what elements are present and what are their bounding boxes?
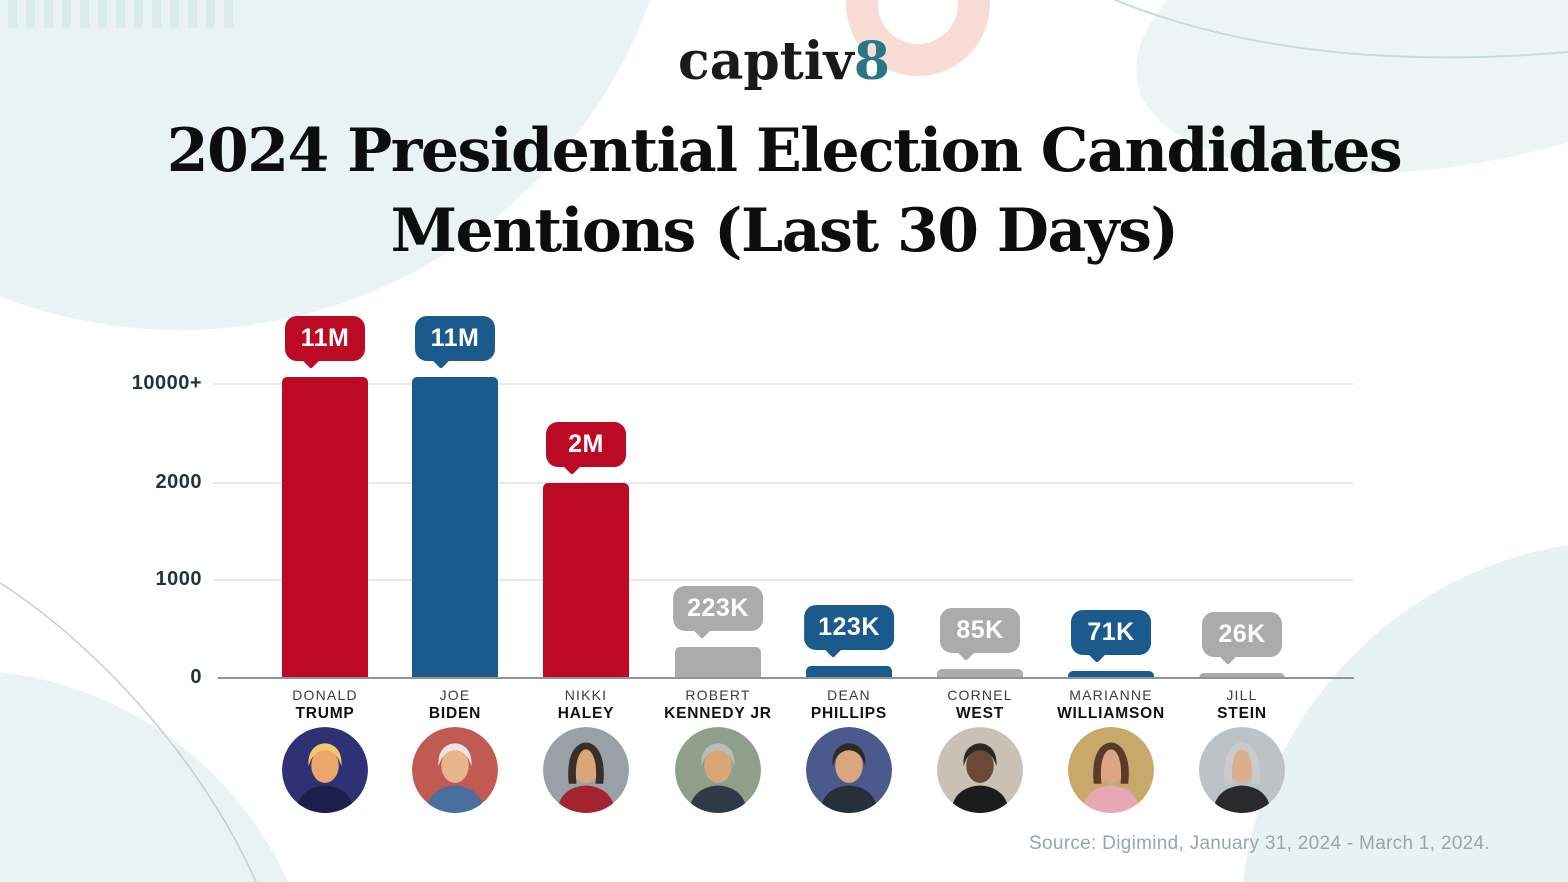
value-label: 11M	[430, 324, 480, 352]
candidate-photo-stein	[1199, 727, 1285, 813]
last-name: STEIN	[1217, 705, 1267, 723]
bar-trump	[282, 377, 368, 678]
last-name: WEST	[956, 705, 1004, 723]
logo-accent-8: 8	[853, 31, 890, 92]
candidate-name-haley: NIKKI HALEY	[496, 686, 676, 724]
first-name: DONALD	[292, 687, 358, 703]
value-badge-kennedy-jr: 223K	[673, 586, 763, 639]
y-tick-1000: 1000	[155, 568, 202, 590]
x-axis-baseline	[218, 677, 1354, 679]
candidate-photo-kennedy-jr	[675, 727, 761, 813]
candidate-name-kennedy-jr: ROBERT KENNEDY JR	[628, 686, 808, 724]
gridline-2000	[213, 482, 1353, 484]
candidate-name-trump: DONALD TRUMP	[235, 686, 415, 724]
first-name: JOE	[439, 687, 471, 703]
last-name: HALEY	[557, 705, 615, 723]
candidate-name-biden: JOE BIDEN	[365, 686, 545, 724]
bar-kennedy-jr	[675, 647, 761, 678]
value-label: 11M	[300, 324, 350, 352]
candidate-photo-phillips	[806, 727, 892, 813]
first-name: JILL	[1226, 687, 1258, 703]
bar-williamson	[1068, 671, 1154, 678]
first-name: CORNEL	[947, 687, 1013, 703]
first-name: ROBERT	[685, 687, 751, 703]
value-label: 223K	[687, 594, 749, 622]
value-badge-phillips: 123K	[804, 605, 894, 658]
value-label: 2M	[568, 430, 604, 458]
y-tick-0: 0	[190, 666, 202, 688]
candidate-photo-trump	[282, 727, 368, 813]
value-badge-haley: 2M	[546, 422, 626, 475]
last-name: TRUMP	[295, 705, 355, 723]
candidate-name-west: CORNEL WEST	[890, 686, 1070, 724]
decor-stripes-pattern	[8, 0, 233, 28]
candidate-name-phillips: DEAN PHILLIPS	[759, 686, 939, 724]
value-label: 26K	[1218, 620, 1266, 648]
gridline-1000	[213, 579, 1353, 581]
candidate-photo-biden	[412, 727, 498, 813]
candidate-name-williamson: MARIANNE WILLIAMSON	[1021, 686, 1201, 724]
source-note: Source: Digimind, January 31, 2024 - Mar…	[1029, 833, 1490, 854]
value-label: 71K	[1087, 618, 1135, 646]
y-tick-10000plus: 10000+	[131, 372, 202, 394]
value-badge-trump: 11M	[285, 316, 365, 369]
first-name: NIKKI	[564, 687, 608, 703]
candidate-photo-west	[937, 727, 1023, 813]
candidate-name-stein: JILL STEIN	[1152, 686, 1332, 724]
last-name: BIDEN	[428, 705, 482, 723]
bar-biden	[412, 377, 498, 678]
candidate-photo-williamson	[1068, 727, 1154, 813]
value-badge-biden: 11M	[415, 316, 495, 369]
last-name: KENNEDY JR	[664, 705, 772, 723]
bar-haley	[543, 483, 629, 678]
value-badge-williamson: 71K	[1071, 610, 1151, 663]
y-tick-2000: 2000	[155, 471, 202, 493]
bar-phillips	[806, 666, 892, 678]
last-name: WILLIAMSON	[1057, 705, 1165, 723]
value-badge-west: 85K	[940, 608, 1020, 661]
value-label: 123K	[818, 613, 880, 641]
page-title-line2: Mentions (Last 30 Days)	[390, 195, 1179, 266]
first-name: MARIANNE	[1069, 687, 1153, 703]
page-title-line1: 2024 Presidential Election Candidates	[166, 116, 1403, 186]
value-label: 85K	[956, 616, 1004, 644]
logo-text: captiv	[678, 31, 854, 92]
candidate-photo-haley	[543, 727, 629, 813]
first-name: DEAN	[827, 687, 871, 703]
gridline-10000	[213, 383, 1353, 385]
bar-west	[937, 669, 1023, 678]
bar-stein	[1199, 673, 1285, 678]
last-name: PHILLIPS	[810, 705, 888, 723]
captiv8-logo: captiv8	[0, 36, 1568, 88]
decor-bottom-left-arc	[0, 582, 257, 882]
page-title: 2024 Presidential Election Candidates Me…	[0, 112, 1568, 272]
value-badge-stein: 26K	[1202, 612, 1282, 665]
